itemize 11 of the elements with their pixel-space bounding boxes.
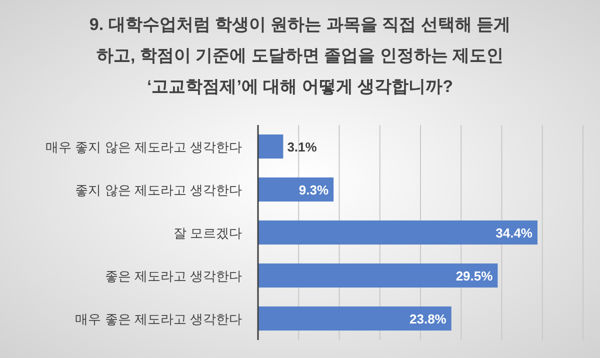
chart-title: 9. 대학수업처럼 학생이 원하는 과목을 직접 선택해 듣게 하고, 학점이 기준에 도달하면 졸업을 인정하는 제도인 ‘고교학점제’에 대해 어떻게 생각합니까? <box>89 15 511 96</box>
data-label: 34.4% <box>496 226 533 240</box>
data-label: 9.3% <box>298 182 329 198</box>
y-tick-label: 매우 좋지 않은 제도라고 생각한다 <box>46 140 242 154</box>
y-tick-label: 잘 모르겠다 <box>173 226 242 240</box>
data-label: 23.8% <box>410 312 447 326</box>
y-tick-label: 좋지 않은 제도라고 생각한다 <box>75 182 242 198</box>
y-tick-label: 매우 좋은 제도라고 생각한다 <box>75 312 242 326</box>
data-label: 29.5% <box>456 268 494 284</box>
data-label: 3.1% <box>287 140 318 154</box>
y-tick-label: 좋은 제도라고 생각한다 <box>104 268 242 284</box>
